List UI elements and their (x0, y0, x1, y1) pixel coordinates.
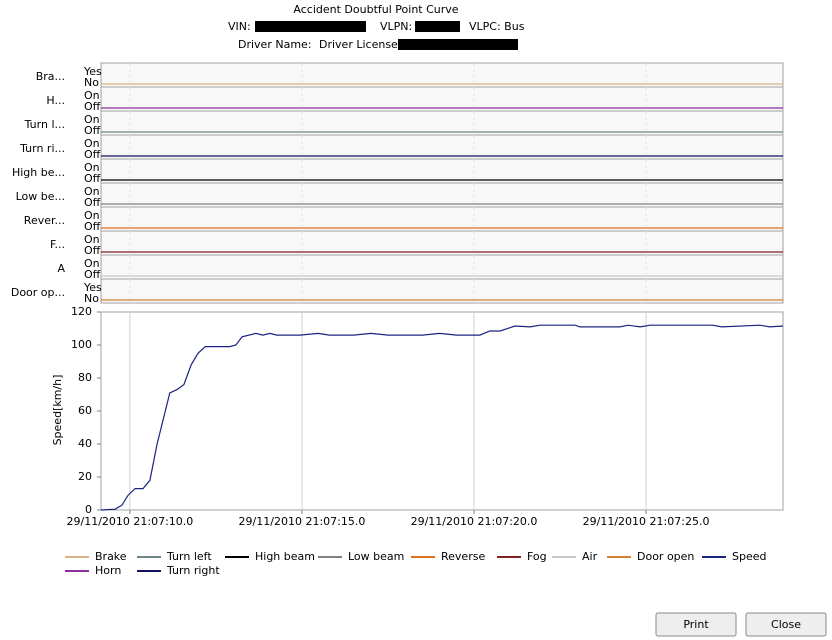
title: Accident Doubtful Point Curve (293, 3, 458, 16)
signal-label: Rever... (24, 214, 65, 227)
legend-label: Speed (732, 550, 766, 563)
signal-row (100, 158, 784, 184)
state-label: Off (84, 244, 101, 257)
x-tick-label: 29/11/2010 21:07:10.0 (67, 515, 194, 528)
vlpc-label: VLPC: Bus (469, 20, 525, 33)
vlpn-label: VLPN: (380, 20, 412, 33)
legend-label: Brake (95, 550, 127, 563)
button-label[interactable]: Close (771, 618, 801, 631)
state-label: On (84, 89, 100, 102)
state-label: Off (84, 124, 101, 137)
legend-label: Turn left (166, 550, 212, 563)
vin-label: VIN: (228, 20, 251, 33)
y-tick-label: 120 (71, 305, 92, 318)
state-label: Off (84, 220, 101, 233)
state-label: Off (84, 172, 101, 185)
redaction (415, 21, 460, 32)
signal-label: Bra... (36, 70, 65, 83)
y-tick-label: 100 (71, 338, 92, 351)
legend-label: Reverse (441, 550, 485, 563)
signal-label: Turn ri... (19, 142, 65, 155)
button-frame[interactable] (745, 612, 827, 637)
state-label: No (84, 292, 99, 305)
legend-label: Low beam (348, 550, 404, 563)
state-label: Off (84, 100, 101, 113)
state-label: Yes (83, 65, 102, 78)
y-axis-label: Speed[km/h] (51, 375, 64, 446)
driver-license-label: Driver License: (319, 38, 402, 51)
legend-label: Horn (95, 564, 121, 577)
button-frame[interactable] (655, 612, 737, 637)
state-label: On (84, 161, 100, 174)
redaction (398, 39, 518, 50)
state-label: On (84, 185, 100, 198)
signal-label: F... (50, 238, 65, 251)
legend-label: High beam (255, 550, 315, 563)
plot-area (100, 311, 784, 511)
button-label[interactable]: Print (683, 618, 709, 631)
redaction (255, 21, 366, 32)
signal-row (100, 62, 784, 88)
state-label: Off (84, 148, 101, 161)
y-tick-label: 20 (78, 470, 92, 483)
state-label: Yes (83, 281, 102, 294)
legend-label: Air (582, 550, 598, 563)
state-label: Off (84, 196, 101, 209)
state-label: No (84, 76, 99, 89)
state-label: On (84, 113, 100, 126)
signal-row (100, 110, 784, 136)
signal-row (100, 278, 784, 304)
signal-row (100, 254, 784, 280)
y-tick-label: 80 (78, 371, 92, 384)
signal-label: Low be... (16, 190, 65, 203)
print-button[interactable]: Print (655, 612, 737, 637)
x-tick-label: 29/11/2010 21:07:15.0 (239, 515, 366, 528)
signal-label: Door op... (11, 286, 65, 299)
legend-label: Fog (527, 550, 547, 563)
signal-label: H... (46, 94, 65, 107)
y-tick-label: 0 (85, 503, 92, 516)
speed-line (100, 324, 784, 511)
signal-label: High be... (12, 166, 65, 179)
y-tick-label: 60 (78, 404, 92, 417)
state-label: On (84, 257, 100, 270)
state-label: On (84, 137, 100, 150)
state-label: On (84, 233, 100, 246)
legend-label: Turn right (166, 564, 220, 577)
signal-row (100, 206, 784, 232)
signal-label: Turn l... (24, 118, 65, 131)
x-tick-label: 29/11/2010 21:07:20.0 (411, 515, 538, 528)
signal-row (100, 230, 784, 256)
x-tick-label: 29/11/2010 21:07:25.0 (583, 515, 710, 528)
legend-label: Door open (637, 550, 694, 563)
signal-row (100, 182, 784, 208)
signal-label: A (57, 262, 65, 275)
signal-row (100, 134, 784, 160)
close-button[interactable]: Close (745, 612, 827, 637)
state-label: On (84, 209, 100, 222)
driver-name-label: Driver Name: (238, 38, 312, 51)
state-label: Off (84, 268, 101, 281)
y-tick-label: 40 (78, 437, 92, 450)
